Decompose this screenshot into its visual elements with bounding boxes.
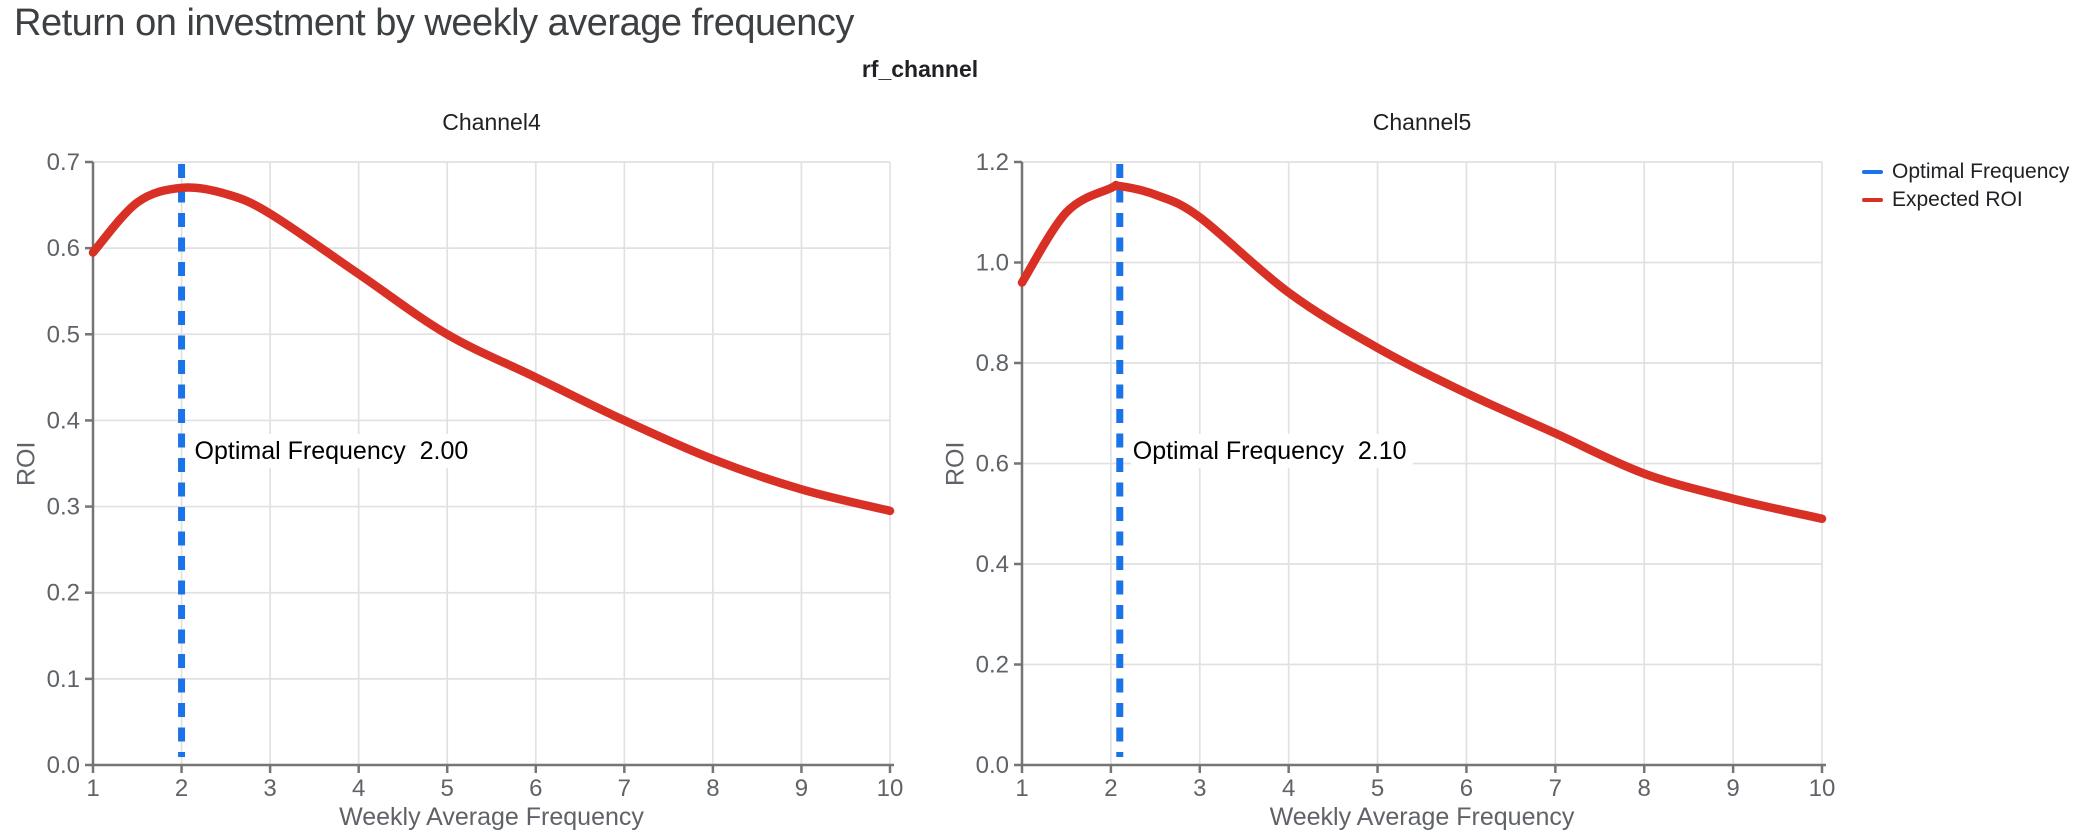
- legend-label: Expected ROI: [1892, 188, 2023, 211]
- plot-area: 1 2 3 4 5 6 7 8 9 10 0.0 0.1 0.2 0.3 0.4 0.5 0.6 0.7: [47, 149, 904, 802]
- legend: Optimal Frequency Expected ROI: [1862, 158, 2069, 214]
- x-tick-label: 3: [263, 775, 276, 802]
- figure-suptitle: rf_channel: [861, 56, 979, 82]
- y-tick-label: 0.5: [47, 321, 80, 348]
- legend-label: Optimal Frequency: [1892, 160, 2070, 183]
- y-axis-label: ROI: [941, 441, 970, 486]
- y-tick-label: 1.0: [976, 250, 1009, 277]
- y-tick-label: 0.8: [976, 350, 1009, 377]
- legend-item-expected-roi: Expected ROI: [1862, 186, 2069, 214]
- x-tick-label: 1: [1015, 775, 1028, 802]
- x-tick-label: 6: [1460, 775, 1473, 802]
- x-tick-label: 4: [1282, 775, 1295, 802]
- expected-roi-curve: [1017, 180, 1827, 524]
- x-tick-label: 8: [706, 775, 719, 802]
- page-title: Return on investment by weekly average f…: [14, 2, 854, 44]
- y-tick-label: 0.2: [47, 580, 80, 607]
- y-tick-label: 0.2: [976, 652, 1009, 679]
- x-tick-label: 3: [1193, 775, 1206, 802]
- x-tick-label: 2: [175, 775, 188, 802]
- y-tick-label: 0.6: [976, 451, 1009, 478]
- subplot-channel5: Channel5 ROI Weekly Average Frequency 1 2…: [942, 109, 1836, 831]
- expected-roi-line-swatch: [1862, 198, 1883, 202]
- optimal-frequency-annotation: Optimal Frequency 2.10: [1130, 434, 1413, 468]
- optimal-frequency-annotation: Optimal Frequency 2.00: [192, 434, 475, 468]
- x-tick-label: 6: [529, 775, 542, 802]
- expected-roi-curve: [88, 183, 895, 516]
- y-tick-label: 0.0: [47, 752, 80, 779]
- x-tick-label: 1: [86, 775, 99, 802]
- y-tick-label: 0.4: [976, 551, 1009, 578]
- subplot-channel4: Channel4 ROI Weekly Average Frequency 1 2…: [13, 109, 904, 831]
- x-tick-label: 10: [877, 775, 904, 802]
- y-axis-label: ROI: [12, 441, 41, 486]
- y-tick-label: 0.6: [47, 235, 80, 262]
- x-tick-label: 2: [1104, 775, 1117, 802]
- x-tick-label: 7: [1549, 775, 1562, 802]
- legend-item-optimal-frequency: Optimal Frequency: [1862, 158, 2069, 186]
- x-tick-label: 4: [352, 775, 365, 802]
- y-tick-label: 0.1: [47, 666, 80, 693]
- x-axis-label: Weekly Average Frequency: [1269, 803, 1575, 831]
- x-tick-label: 5: [441, 775, 454, 802]
- x-tick-label: 10: [1809, 775, 1836, 802]
- x-tick-label: 7: [618, 775, 631, 802]
- subplot-title: Channel5: [1372, 109, 1472, 135]
- x-axis-label: Weekly Average Frequency: [339, 803, 644, 831]
- subplot-title: Channel4: [442, 109, 541, 135]
- x-tick-label: 5: [1371, 775, 1384, 802]
- y-tick-label: 0.4: [47, 407, 80, 434]
- y-tick-label: 1.2: [976, 149, 1009, 176]
- x-tick-label: 9: [795, 775, 808, 802]
- y-tick-label: 0.7: [47, 149, 80, 176]
- y-tick-label: 0.3: [47, 494, 80, 521]
- x-tick-label: 9: [1726, 775, 1739, 802]
- x-tick-label: 8: [1638, 775, 1651, 802]
- optimal-frequency-line-swatch: [1862, 170, 1883, 174]
- y-tick-label: 0.0: [976, 752, 1009, 779]
